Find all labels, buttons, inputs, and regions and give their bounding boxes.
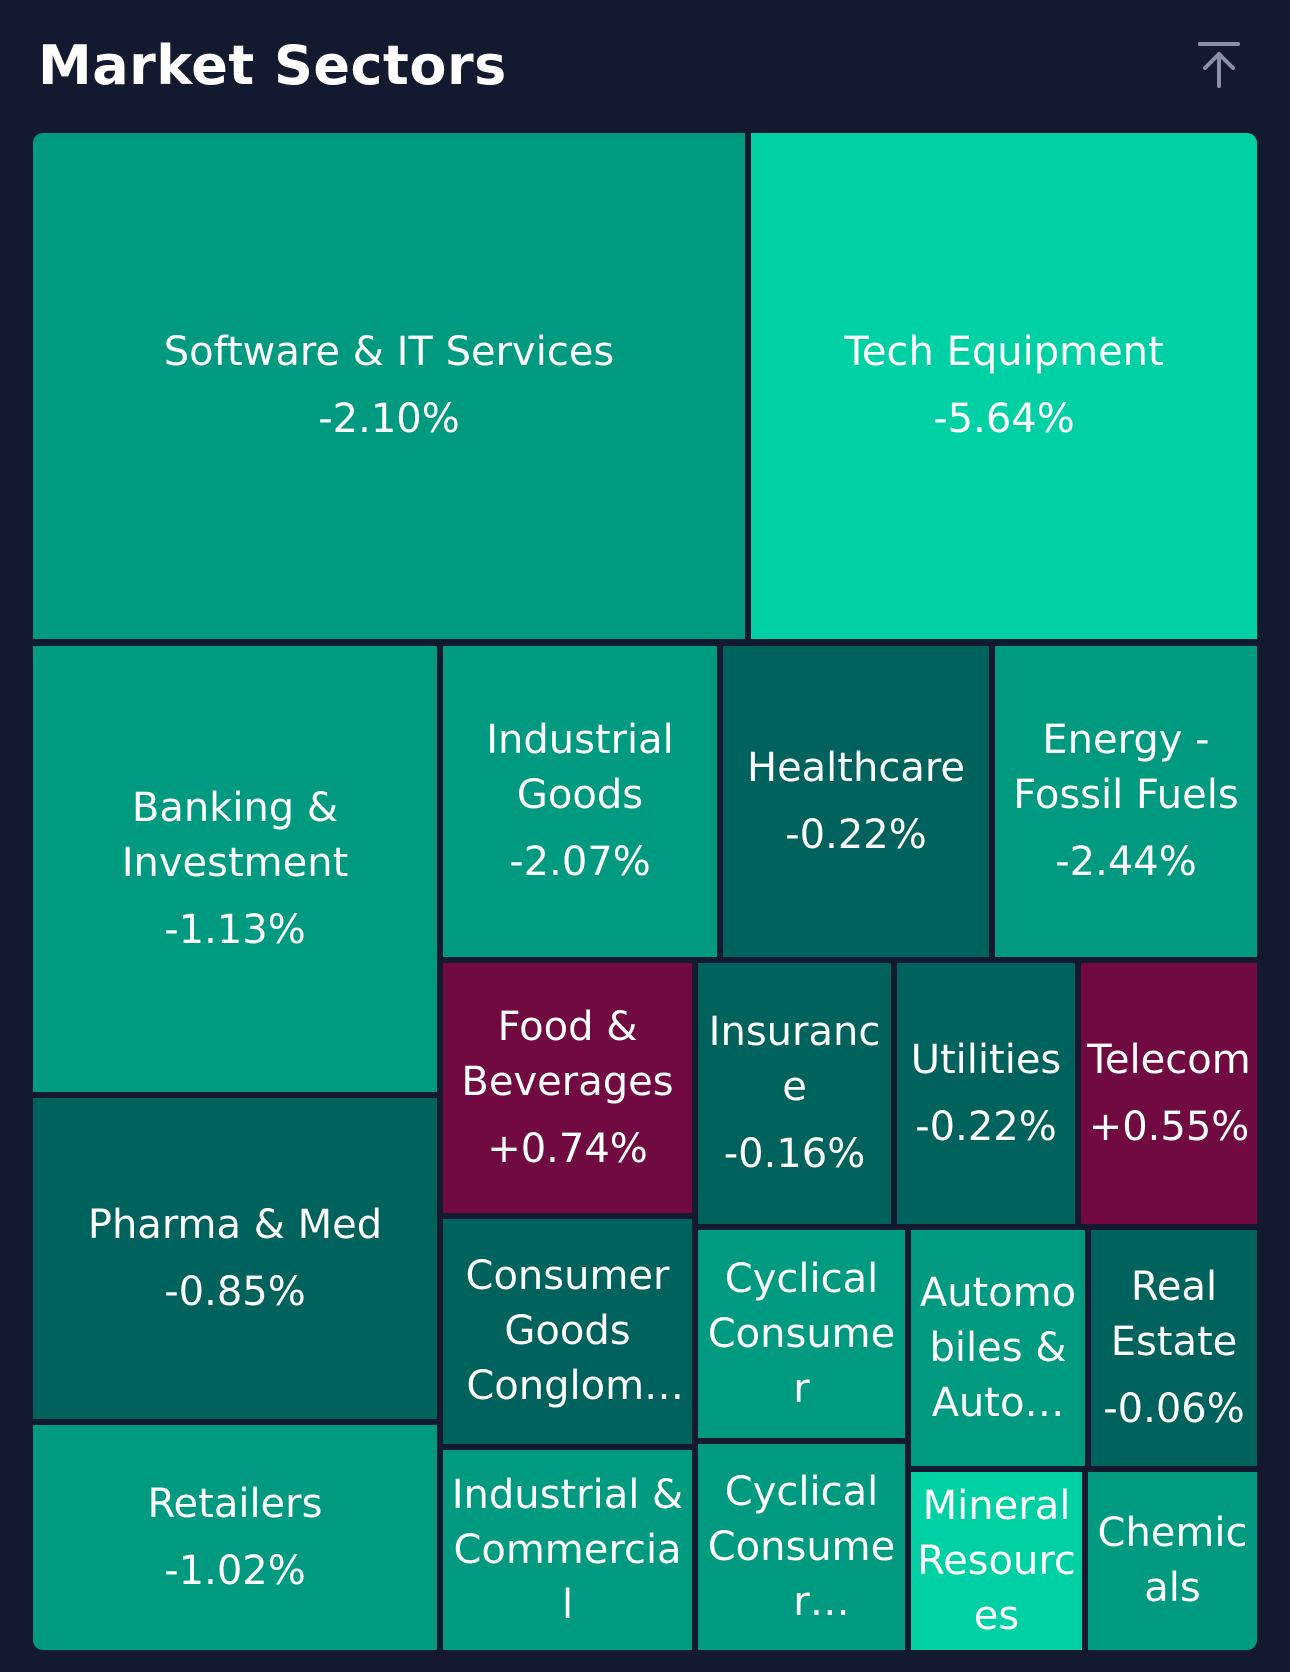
tile-name: Mineral Resources xyxy=(917,1482,1076,1639)
tile-industrial-commercial[interactable]: Industrial & Commercial xyxy=(443,1450,692,1650)
tile-change: -1.13% xyxy=(164,906,306,953)
tile-change: -2.10% xyxy=(318,396,460,442)
tile-name: Software & IT Services xyxy=(163,329,615,375)
tile-name: Automobiles & Auto… xyxy=(919,1269,1077,1426)
tile-utilities[interactable]: Utilities -0.22% xyxy=(897,963,1075,1224)
tile-change: -2.44% xyxy=(1055,839,1197,885)
tile-healthcare[interactable]: Healthcare -0.22% xyxy=(723,646,989,957)
tile-name: Food & Beverages xyxy=(461,1003,674,1105)
tile-mineral-resources[interactable]: Mineral Resources xyxy=(911,1472,1082,1650)
tile-change: -5.64% xyxy=(933,396,1075,442)
tile-consumer-goods-conglomerates[interactable]: Consumer Goods Conglome… xyxy=(443,1219,692,1444)
tile-change: +0.55% xyxy=(1088,1103,1250,1150)
tile-change: -0.22% xyxy=(785,811,927,858)
collapse-button[interactable] xyxy=(1186,32,1252,98)
tile-name: Tech Equipment xyxy=(844,329,1164,375)
tile-industrial-goods[interactable]: Industrial Goods -2.07% xyxy=(443,646,717,957)
tile-banking-investment[interactable]: Banking & Investment -1.13% xyxy=(33,646,437,1092)
tile-name: Industrial Goods xyxy=(486,717,674,818)
tile-energy-fossil-fuels[interactable]: Energy - Fossil Fuels -2.44% xyxy=(995,646,1257,957)
tile-name: Energy - Fossil Fuels xyxy=(1013,717,1239,818)
tile-change: -0.85% xyxy=(164,1268,306,1315)
tile-change: -1.02% xyxy=(164,1547,306,1594)
tile-name: Insurance xyxy=(708,1009,881,1110)
tile-change: -0.06% xyxy=(1103,1385,1245,1432)
tile-name: Cyclical Consumer Products xyxy=(707,1468,896,1625)
tile-automobiles-auto[interactable]: Automobiles & Auto… xyxy=(911,1230,1085,1466)
tile-name: Healthcare xyxy=(746,744,966,791)
arrow-up-to-line-icon xyxy=(1198,42,1240,88)
tile-tech-equipment[interactable]: Tech Equipment -5.64% xyxy=(751,133,1257,639)
tile-name: Industrial & Commercial xyxy=(451,1471,684,1628)
tile-change: +0.74% xyxy=(487,1125,648,1172)
tile-name: Banking & Investment xyxy=(121,784,349,886)
tile-real-estate[interactable]: Real Estate -0.06% xyxy=(1091,1230,1257,1466)
tile-name: Real Estate xyxy=(1110,1263,1238,1365)
tile-cyclical-consumer-products[interactable]: Cyclical Consumer Products xyxy=(698,1444,905,1650)
tile-cyclical-consumer[interactable]: Cyclical Consumer xyxy=(698,1230,905,1438)
tile-retailers[interactable]: Retailers -1.02% xyxy=(33,1425,437,1650)
tile-name: Chemicals xyxy=(1097,1510,1248,1611)
tile-change: -0.16% xyxy=(723,1131,866,1177)
tile-change: -0.22% xyxy=(915,1103,1057,1150)
tile-name: Utilities xyxy=(910,1036,1062,1083)
tile-insurance[interactable]: Insurance -0.16% xyxy=(698,963,891,1224)
tile-software-it-services[interactable]: Software & IT Services -2.10% xyxy=(33,133,745,639)
tile-name: Cyclical Consumer xyxy=(707,1255,896,1412)
tile-name: Retailers xyxy=(147,1480,323,1527)
tile-name: Pharma & Med xyxy=(87,1201,383,1248)
tile-name: Telecom xyxy=(1087,1036,1251,1083)
page-title: Market Sectors xyxy=(38,34,507,97)
tile-pharma-med[interactable]: Pharma & Med -0.85% xyxy=(33,1098,437,1419)
tile-change: -2.07% xyxy=(509,839,651,885)
tile-telecom[interactable]: Telecom +0.55% xyxy=(1081,963,1257,1224)
sector-treemap: Software & IT Services -2.10% Tech Equip… xyxy=(33,133,1257,1650)
tile-chemicals[interactable]: Chemicals xyxy=(1088,1472,1257,1650)
tile-name: Consumer Goods Conglome… xyxy=(465,1253,670,1409)
tile-food-beverages[interactable]: Food & Beverages +0.74% xyxy=(443,963,692,1213)
